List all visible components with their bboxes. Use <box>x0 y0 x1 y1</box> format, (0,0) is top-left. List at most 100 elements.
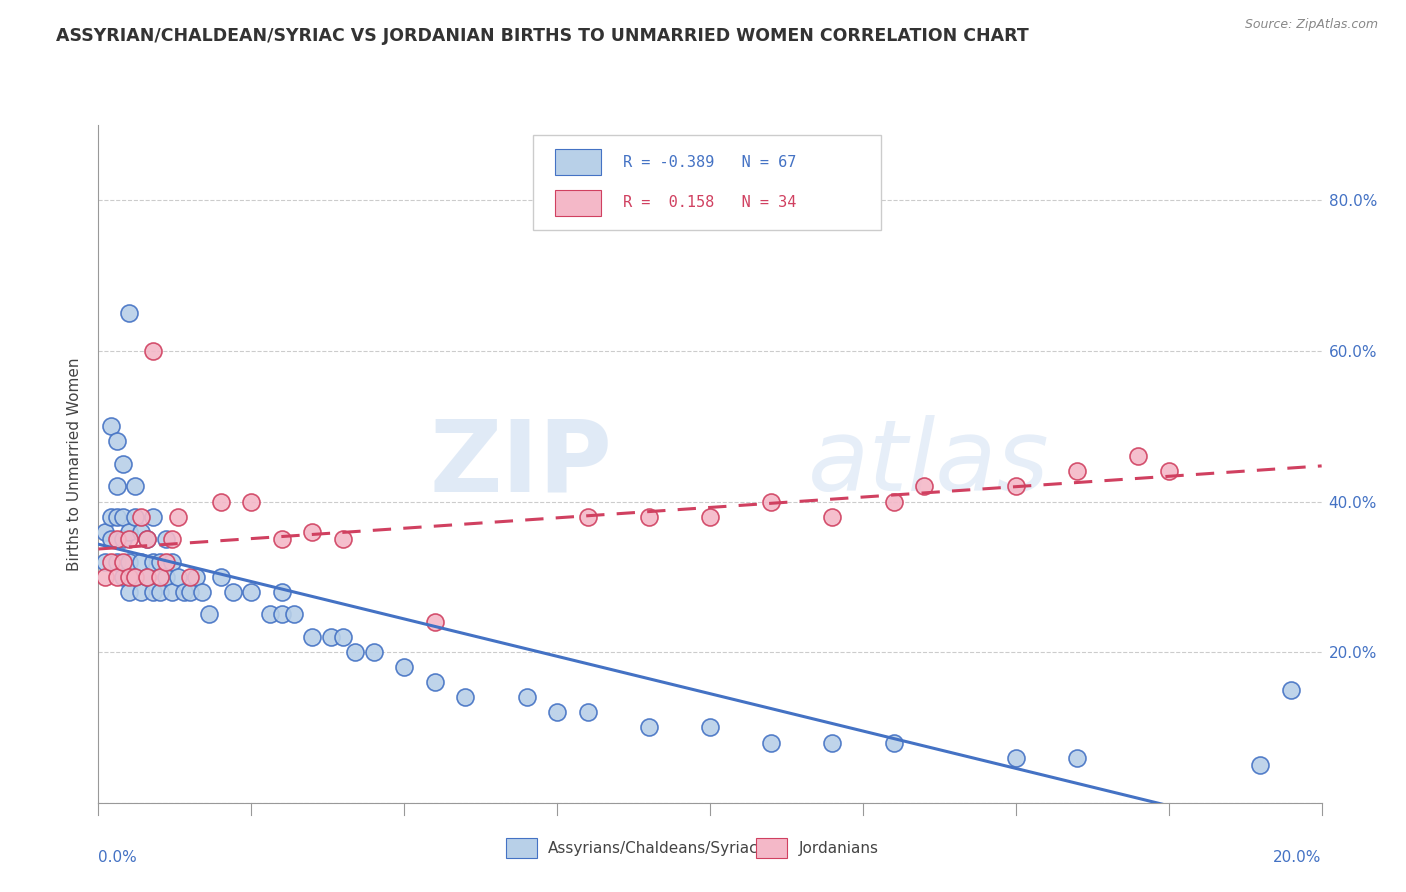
Point <box>167 570 190 584</box>
Point <box>821 509 844 524</box>
Point <box>160 585 183 599</box>
Point <box>546 706 568 720</box>
Point <box>160 555 183 569</box>
Point <box>637 509 661 524</box>
Point <box>149 555 172 569</box>
Point <box>142 509 165 524</box>
Point <box>105 532 128 546</box>
Point <box>155 532 177 546</box>
Point <box>93 570 115 584</box>
Point <box>118 555 141 569</box>
Point <box>93 555 115 569</box>
Point <box>1249 758 1271 772</box>
Point <box>105 434 128 449</box>
Point <box>149 570 172 584</box>
Point <box>149 585 172 599</box>
Point <box>105 570 128 584</box>
Point <box>392 660 416 674</box>
Point <box>1066 750 1088 764</box>
Point <box>160 532 183 546</box>
Point <box>100 419 122 434</box>
Point <box>699 721 721 735</box>
Point <box>332 532 354 546</box>
Point <box>142 585 165 599</box>
Point <box>1004 479 1026 493</box>
Point <box>191 585 214 599</box>
Text: ZIP: ZIP <box>429 416 612 512</box>
Point <box>240 585 263 599</box>
Point <box>118 585 141 599</box>
Point <box>270 607 292 622</box>
Point <box>222 585 245 599</box>
Point <box>129 585 152 599</box>
Text: 20.0%: 20.0% <box>1274 850 1322 865</box>
Point <box>167 509 190 524</box>
Point <box>209 494 232 508</box>
Point <box>142 343 165 358</box>
Point <box>197 607 219 622</box>
Point <box>142 555 165 569</box>
Point <box>883 494 905 508</box>
Point <box>124 479 146 493</box>
Point <box>270 585 292 599</box>
Point <box>209 570 232 584</box>
Point <box>129 555 152 569</box>
Point <box>179 585 201 599</box>
Text: ASSYRIAN/CHALDEAN/SYRIAC VS JORDANIAN BIRTHS TO UNMARRIED WOMEN CORRELATION CHAR: ASSYRIAN/CHALDEAN/SYRIAC VS JORDANIAN BI… <box>56 27 1029 45</box>
Point <box>118 532 141 546</box>
Point <box>179 570 201 584</box>
Point <box>100 555 122 569</box>
Point <box>576 706 599 720</box>
Point <box>173 585 195 599</box>
FancyBboxPatch shape <box>555 190 602 216</box>
Point <box>1279 682 1302 697</box>
Point <box>136 570 159 584</box>
Point <box>124 570 146 584</box>
Point <box>136 532 159 546</box>
Point <box>100 532 122 546</box>
Text: R = -0.389   N = 67: R = -0.389 N = 67 <box>623 154 797 169</box>
Point <box>111 457 134 471</box>
Point <box>124 570 146 584</box>
Point <box>111 570 134 584</box>
Point <box>155 570 177 584</box>
Text: Source: ZipAtlas.com: Source: ZipAtlas.com <box>1244 18 1378 31</box>
Point <box>129 509 152 524</box>
Point <box>100 509 122 524</box>
Point <box>270 532 292 546</box>
Point <box>124 509 146 524</box>
Text: 0.0%: 0.0% <box>98 850 138 865</box>
Point <box>111 555 134 569</box>
Point <box>118 306 141 320</box>
Point <box>301 630 323 644</box>
Point <box>105 509 128 524</box>
Text: Jordanians: Jordanians <box>799 841 879 855</box>
Point <box>118 570 141 584</box>
Point <box>319 630 342 644</box>
Point <box>1004 750 1026 764</box>
Point <box>105 479 128 493</box>
Point <box>637 721 661 735</box>
Point <box>576 509 599 524</box>
Point <box>259 607 281 622</box>
Text: R =  0.158   N = 34: R = 0.158 N = 34 <box>623 195 797 211</box>
Point <box>1066 464 1088 478</box>
Point <box>1128 450 1150 464</box>
Point <box>344 645 367 659</box>
Point <box>155 555 177 569</box>
Point <box>423 615 446 629</box>
Point <box>301 524 323 539</box>
Point <box>111 509 134 524</box>
Point <box>136 532 159 546</box>
Point <box>111 532 134 546</box>
Point <box>883 735 905 749</box>
Point <box>93 524 115 539</box>
Point <box>136 570 159 584</box>
Point <box>105 555 128 569</box>
Point <box>759 494 782 508</box>
Point <box>699 509 721 524</box>
Point <box>912 479 935 493</box>
Point <box>423 675 446 690</box>
Point <box>454 690 477 705</box>
Point <box>129 524 152 539</box>
